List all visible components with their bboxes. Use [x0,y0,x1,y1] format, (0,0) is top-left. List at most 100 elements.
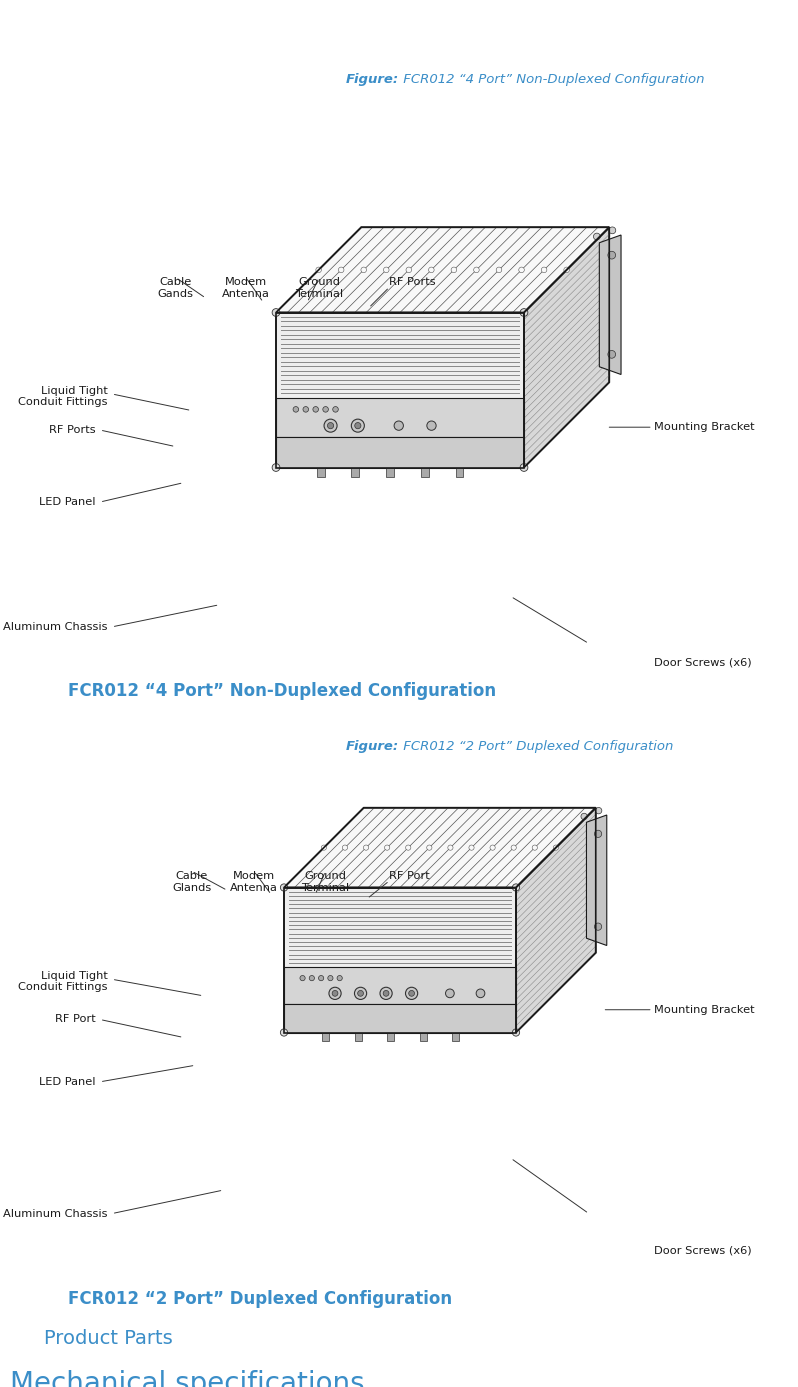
Circle shape [293,406,298,412]
Circle shape [469,845,474,850]
Circle shape [532,845,537,850]
Polygon shape [276,398,524,437]
Text: Modem
Antenna: Modem Antenna [230,871,278,893]
Circle shape [318,975,324,981]
Circle shape [272,463,280,472]
Circle shape [609,227,616,234]
Circle shape [427,845,432,850]
Circle shape [327,423,334,429]
Text: Door Screws (x6): Door Screws (x6) [654,657,752,667]
Text: Liquid Tight
Conduit Fittings: Liquid Tight Conduit Fittings [18,386,108,408]
Circle shape [316,268,322,273]
Text: Aluminum Chassis: Aluminum Chassis [3,621,108,632]
Circle shape [405,845,411,850]
Circle shape [608,351,615,358]
Text: RF Ports: RF Ports [389,277,436,287]
Circle shape [490,845,496,850]
Circle shape [429,268,434,273]
Text: Mounting Bracket: Mounting Bracket [654,1004,755,1015]
Bar [452,1032,460,1042]
Bar [386,467,394,477]
Polygon shape [276,437,524,467]
Polygon shape [284,967,516,1004]
Circle shape [595,807,602,814]
Circle shape [594,233,600,240]
Text: Door Screws (x6): Door Screws (x6) [654,1246,752,1255]
Polygon shape [276,227,609,312]
Circle shape [385,845,389,850]
Polygon shape [516,807,596,1032]
Circle shape [541,268,547,273]
Circle shape [328,975,333,981]
Bar [354,1032,361,1042]
Text: Mechanical specifications: Mechanical specifications [10,1370,364,1387]
Circle shape [474,268,480,273]
Polygon shape [284,807,596,888]
Circle shape [595,922,602,931]
Circle shape [519,268,524,273]
Circle shape [363,845,369,850]
Polygon shape [599,234,621,374]
Circle shape [608,251,615,259]
Circle shape [355,423,361,429]
Circle shape [272,309,280,316]
Polygon shape [276,312,524,467]
Polygon shape [284,1004,516,1032]
Circle shape [300,975,305,981]
Circle shape [409,990,414,996]
Circle shape [383,990,389,996]
Circle shape [427,422,437,430]
Circle shape [333,406,338,412]
Circle shape [280,884,287,890]
Text: RF Ports: RF Ports [49,424,96,436]
Text: FCR012 “2 Port” Duplexed Configuration: FCR012 “2 Port” Duplexed Configuration [399,739,674,753]
Text: Figure:: Figure: [346,739,399,753]
Circle shape [512,1029,519,1036]
Circle shape [496,268,502,273]
Circle shape [361,268,366,273]
Circle shape [358,990,363,996]
Circle shape [445,989,454,997]
Text: Product Parts: Product Parts [44,1329,172,1348]
Circle shape [324,419,337,433]
Circle shape [313,406,318,412]
Circle shape [564,268,570,273]
Circle shape [332,990,338,996]
Text: Mounting Bracket: Mounting Bracket [654,422,755,433]
Circle shape [511,845,516,850]
Circle shape [323,406,329,412]
Circle shape [384,268,389,273]
Text: FCR012 “2 Port” Duplexed Configuration: FCR012 “2 Port” Duplexed Configuration [68,1290,452,1308]
Circle shape [512,884,519,890]
Text: RF Port: RF Port [55,1014,96,1025]
Circle shape [380,988,392,1000]
Circle shape [394,422,404,430]
Bar [387,1032,394,1042]
Circle shape [448,845,453,850]
Text: Modem
Antenna: Modem Antenna [222,277,270,300]
Text: LED Panel: LED Panel [39,1076,96,1087]
Text: Cable
Gands: Cable Gands [157,277,194,300]
Text: Figure:: Figure: [346,72,399,86]
Bar [351,467,359,477]
Circle shape [351,419,365,433]
Text: Cable
Glands: Cable Glands [172,871,211,893]
Text: LED Panel: LED Panel [39,497,96,508]
Circle shape [322,845,326,850]
Circle shape [342,845,348,850]
Text: Liquid Tight
Conduit Fittings: Liquid Tight Conduit Fittings [18,971,108,993]
Circle shape [520,309,527,316]
Bar [420,1032,427,1042]
Polygon shape [587,816,606,946]
Bar [421,467,429,477]
Polygon shape [524,227,609,467]
Polygon shape [284,888,516,1032]
Circle shape [406,268,412,273]
Circle shape [553,845,559,850]
Circle shape [329,988,341,1000]
Circle shape [338,268,344,273]
Text: RF Port: RF Port [389,871,430,881]
Circle shape [405,988,417,1000]
Text: FCR012 “4 Port” Non-Duplexed Configuration: FCR012 “4 Port” Non-Duplexed Configurati… [68,682,496,700]
Circle shape [337,975,342,981]
